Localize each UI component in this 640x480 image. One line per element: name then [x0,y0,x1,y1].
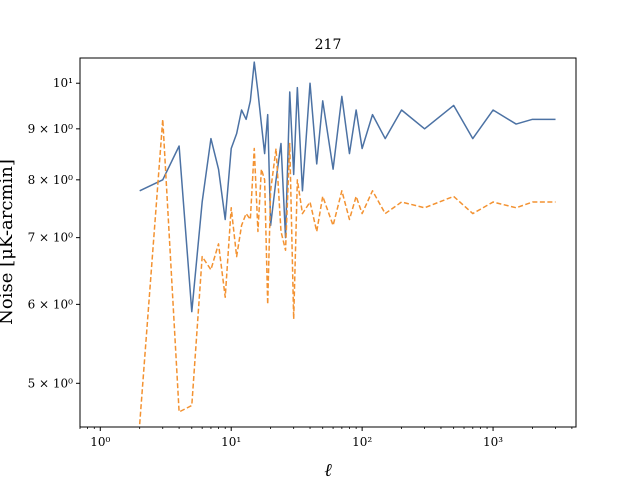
chart-title: 217 [315,37,342,53]
y-tick-label: 6 × 10⁰ [28,297,74,311]
y-tick-label: 7 × 10⁰ [28,231,74,245]
series-line-1 [139,61,556,313]
x-axis-label: ℓ [324,460,332,480]
series-line-2 [138,118,556,425]
plot-frame [79,57,577,428]
y-tick-label: 10¹ [53,76,73,90]
series-layer [138,61,556,425]
y-tick-label: 8 × 10⁰ [28,173,74,187]
x-tick-label: 10² [352,435,372,449]
x-tick-label: 10⁰ [90,435,110,449]
x-tick-label: 10¹ [221,435,241,449]
y-tick-label: 5 × 10⁰ [28,376,74,390]
x-tick-label: 10³ [483,435,503,449]
ticks-layer: 10⁰ 10¹ 10² 10³ 5 × 10⁰ 6 × 10⁰ 7 × 10⁰ 8 × 10⁰… [28,76,573,449]
y-tick-label: 9 × 10⁰ [28,122,74,136]
y-axis-label: Noise [μK-arcmin] [0,159,17,325]
